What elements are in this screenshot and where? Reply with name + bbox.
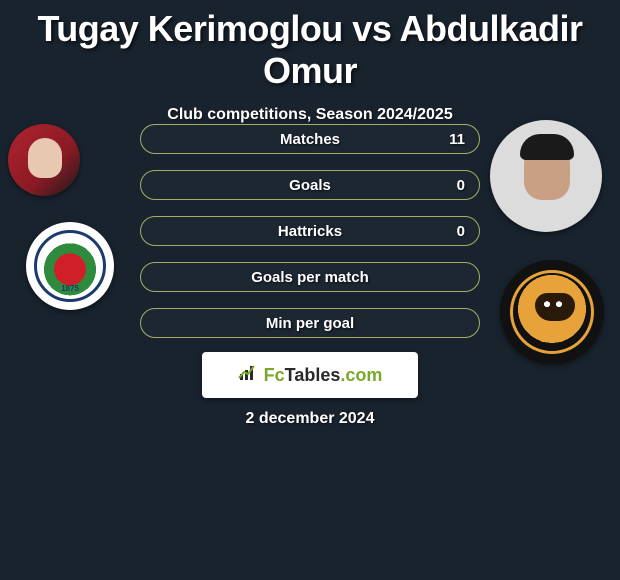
page-title: Tugay Kerimoglou vs Abdulkadir Omur [0,0,620,92]
chart-icon [238,364,258,387]
fctables-logo[interactable]: FcTables.com [202,352,418,398]
club-left-badge [26,222,114,310]
stat-value: 0 [457,223,465,240]
logo-text: FcTables.com [264,365,383,386]
date-label: 2 december 2024 [0,410,620,428]
stat-label: Goals [289,177,331,194]
stat-row-goals-per-match: Goals per match [140,262,480,292]
stat-label: Hattricks [278,223,342,240]
stat-row-matches: Matches 11 [140,124,480,154]
player-left-avatar [8,124,80,196]
stat-label: Goals per match [251,269,369,286]
stat-value: 0 [457,177,465,194]
stat-row-min-per-goal: Min per goal [140,308,480,338]
stat-row-goals: Goals 0 [140,170,480,200]
stat-label: Matches [280,131,340,148]
stat-label: Min per goal [266,315,354,332]
stats-list: Matches 11 Goals 0 Hattricks 0 Goals per… [140,124,480,354]
club-right-badge [500,260,604,364]
stat-value: 11 [449,131,465,148]
player-right-avatar [490,120,602,232]
stat-row-hattricks: Hattricks 0 [140,216,480,246]
subtitle: Club competitions, Season 2024/2025 [0,106,620,124]
